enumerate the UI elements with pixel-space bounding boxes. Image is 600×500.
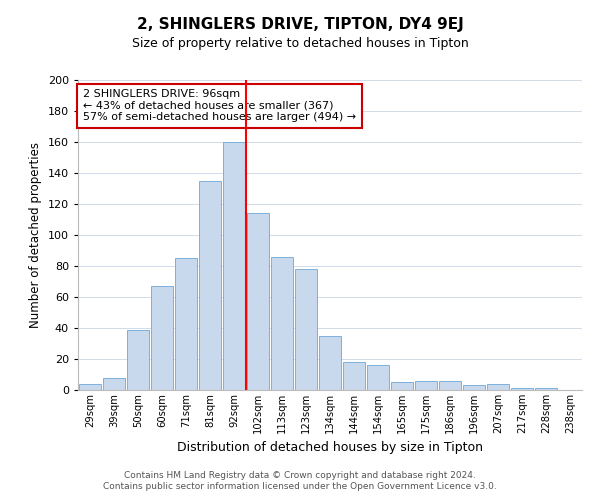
Bar bbox=[487, 384, 509, 390]
Bar bbox=[343, 362, 365, 390]
Bar bbox=[79, 384, 101, 390]
Bar bbox=[391, 382, 413, 390]
Text: 2, SHINGLERS DRIVE, TIPTON, DY4 9EJ: 2, SHINGLERS DRIVE, TIPTON, DY4 9EJ bbox=[137, 18, 463, 32]
Bar bbox=[319, 336, 341, 390]
Bar bbox=[439, 380, 461, 390]
Bar bbox=[127, 330, 149, 390]
Bar bbox=[175, 258, 197, 390]
Y-axis label: Number of detached properties: Number of detached properties bbox=[29, 142, 42, 328]
Bar bbox=[247, 214, 269, 390]
Text: Contains HM Land Registry data © Crown copyright and database right 2024.: Contains HM Land Registry data © Crown c… bbox=[124, 471, 476, 480]
Bar bbox=[223, 142, 245, 390]
Text: Size of property relative to detached houses in Tipton: Size of property relative to detached ho… bbox=[131, 38, 469, 51]
Bar bbox=[463, 386, 485, 390]
Bar bbox=[367, 365, 389, 390]
X-axis label: Distribution of detached houses by size in Tipton: Distribution of detached houses by size … bbox=[177, 442, 483, 454]
Bar bbox=[511, 388, 533, 390]
Bar bbox=[415, 380, 437, 390]
Bar bbox=[271, 256, 293, 390]
Text: Contains public sector information licensed under the Open Government Licence v3: Contains public sector information licen… bbox=[103, 482, 497, 491]
Text: 2 SHINGLERS DRIVE: 96sqm
← 43% of detached houses are smaller (367)
57% of semi-: 2 SHINGLERS DRIVE: 96sqm ← 43% of detach… bbox=[83, 90, 356, 122]
Bar bbox=[295, 269, 317, 390]
Bar bbox=[535, 388, 557, 390]
Bar bbox=[151, 286, 173, 390]
Bar bbox=[199, 180, 221, 390]
Bar bbox=[103, 378, 125, 390]
